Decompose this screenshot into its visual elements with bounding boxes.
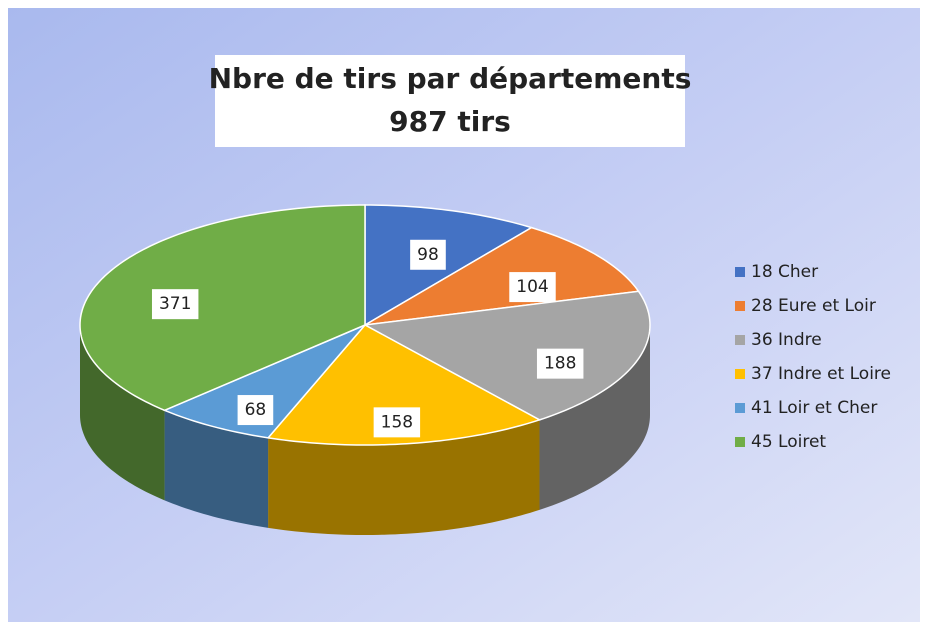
title-box <box>215 55 685 147</box>
data-label: 104 <box>516 277 548 297</box>
chart-title: Nbre de tirs par départements <box>209 62 692 95</box>
data-label: 68 <box>245 400 267 420</box>
legend-label: 36 Indre <box>751 330 822 350</box>
legend-label: 18 Cher <box>751 262 818 282</box>
slice-side <box>80 325 165 501</box>
legend-swatch <box>735 403 745 413</box>
data-label: 371 <box>159 294 191 314</box>
label-box <box>237 395 274 426</box>
legend-label: 37 Indre et Loire <box>751 364 891 384</box>
data-label: 98 <box>417 245 439 265</box>
legend-swatch <box>735 369 745 379</box>
legend-label: 45 Loiret <box>751 432 826 452</box>
data-label: 188 <box>544 354 576 374</box>
data-label: 158 <box>381 412 413 432</box>
chart-subtitle: 987 tirs <box>389 105 511 138</box>
legend-label: 28 Eure et Loir <box>751 296 876 316</box>
label-box <box>410 239 446 270</box>
label-box <box>509 272 556 303</box>
slice-side <box>539 325 650 510</box>
slice <box>362 290 651 421</box>
legend-swatch <box>735 437 745 447</box>
slice-side <box>164 410 269 528</box>
slice-side <box>268 419 540 535</box>
legend-label: 41 Loir et Cher <box>751 398 877 418</box>
label-box <box>373 407 421 438</box>
label-box <box>151 289 199 320</box>
slice <box>364 226 640 326</box>
slice <box>79 204 366 412</box>
legend-swatch <box>735 335 745 345</box>
label-box <box>536 348 584 379</box>
slice <box>266 324 542 446</box>
legend-swatch <box>735 301 745 311</box>
slice <box>162 324 366 439</box>
legend-swatch <box>735 267 745 277</box>
slice <box>364 204 534 327</box>
